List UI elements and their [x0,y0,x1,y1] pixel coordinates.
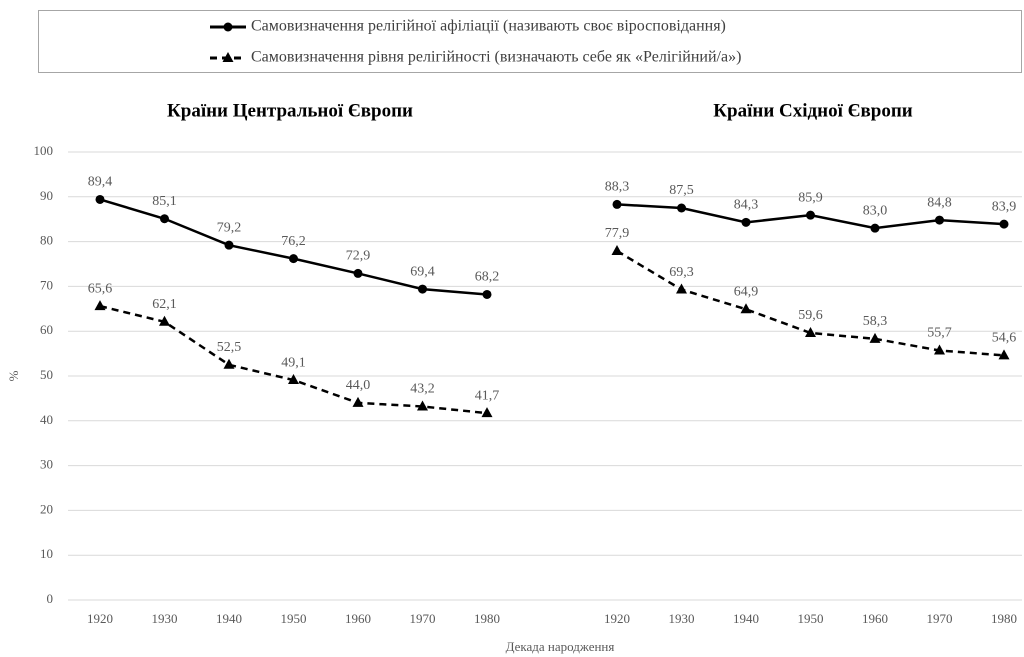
point [159,315,170,326]
data-label: 59,6 [798,308,823,323]
data-label: 84,8 [927,195,952,210]
legend-box [38,10,1022,73]
point [999,219,1009,229]
data-label: 88,3 [605,180,630,195]
data-label: 54,6 [992,331,1017,346]
y-tick-label: 40 [40,412,53,427]
data-label: 87,5 [669,183,694,198]
point [94,300,106,311]
point [223,22,233,32]
data-label: 43,2 [410,382,435,397]
data-label: 85,9 [798,190,823,205]
point [160,214,169,224]
data-label: 85,1 [152,194,177,209]
x-tick-label: 1960 [345,611,371,626]
point [223,358,235,369]
data-label: 83,9 [992,199,1017,214]
legend-label: Самовизначення рівня релігійності (визна… [251,49,741,66]
point [612,199,622,209]
point [870,223,880,233]
point [998,349,1010,360]
y-tick-label: 0 [47,591,54,606]
point [934,344,945,355]
data-label: 64,9 [734,284,759,299]
legend-label: Самовизначення релігійної афіліації (наз… [251,18,726,35]
point [224,240,234,250]
x-tick-label: 1980 [474,611,500,626]
point [611,245,623,256]
panel-title: Країни Центральної Європи [167,100,413,121]
data-label: 44,0 [346,378,371,393]
x-tick-label: 1950 [798,611,824,626]
x-tick-label: 1940 [733,611,759,626]
y-axis-label: % [6,370,21,381]
y-tick-label: 60 [40,322,53,337]
data-label: 68,2 [475,270,500,285]
x-axis-label: Декада народження [506,639,615,654]
point [353,268,363,278]
data-label: 52,5 [217,340,242,355]
point [676,283,687,294]
data-label: 69,3 [669,265,694,280]
data-label: 65,6 [88,281,113,296]
point [289,254,298,264]
data-label: 55,7 [927,326,952,341]
x-tick-label: 1970 [410,611,436,626]
x-tick-label: 1960 [862,611,888,626]
y-tick-label: 50 [40,367,53,382]
point [482,289,492,299]
data-label: 76,2 [281,234,306,249]
point [805,326,816,337]
x-tick-label: 1950 [281,611,307,626]
y-tick-label: 30 [40,457,53,472]
point [935,215,944,225]
data-label: 72,9 [346,249,371,264]
data-label: 77,9 [605,226,630,241]
point [222,52,234,62]
point [740,303,752,314]
data-label: 62,1 [152,297,177,312]
data-label: 89,4 [88,175,113,190]
y-tick-label: 70 [40,277,53,292]
x-tick-label: 1920 [87,611,113,626]
point [417,400,428,411]
x-tick-label: 1930 [152,611,178,626]
point [869,332,881,343]
point [418,284,427,294]
data-label: 49,1 [281,355,306,370]
data-label: 84,3 [734,198,759,213]
data-label: 58,3 [863,314,888,329]
x-tick-label: 1930 [669,611,695,626]
panel-title: Країни Східної Європи [713,100,913,121]
y-tick-label: 10 [40,546,53,561]
point [352,396,364,407]
data-label: 83,0 [863,203,888,218]
y-tick-label: 20 [40,501,53,516]
point [741,217,751,227]
point [677,203,686,213]
point [95,194,105,204]
y-tick-label: 100 [34,143,54,158]
y-tick-label: 80 [40,233,53,248]
x-tick-label: 1940 [216,611,242,626]
data-label: 79,2 [217,220,242,235]
y-tick-label: 90 [40,188,53,203]
x-tick-label: 1980 [991,611,1017,626]
point [806,210,815,220]
point [481,407,493,418]
data-label: 69,4 [410,264,435,279]
x-tick-label: 1920 [604,611,630,626]
data-label: 41,7 [475,388,500,403]
point [288,374,299,385]
x-tick-label: 1970 [927,611,953,626]
